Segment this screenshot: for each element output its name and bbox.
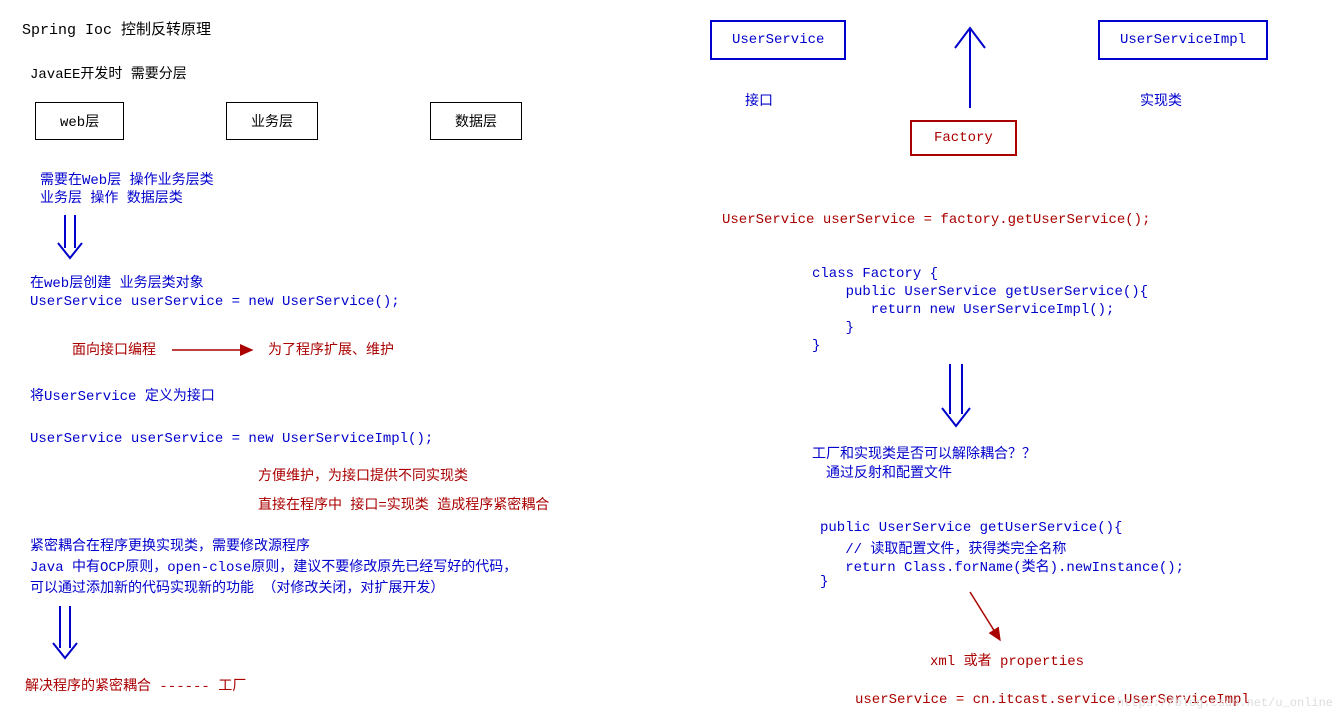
need-operate-l1: 需要在Web层 操作业务层类 xyxy=(40,172,214,191)
page-title: Spring Ioc 控制反转原理 xyxy=(22,18,211,39)
watermark: https://blog.csdn.net/u_online xyxy=(1117,696,1333,710)
box-userservice: UserService xyxy=(710,20,846,60)
iface-reason: 为了程序扩展、维护 xyxy=(268,342,394,361)
maintain-advantage: 方便维护，为接口提供不同实现类 xyxy=(258,468,468,487)
class-factory-l5: } xyxy=(812,338,820,354)
decouple-answer: 通过反射和配置文件 xyxy=(812,465,952,484)
define-interface: 将UserService 定义为接口 xyxy=(30,388,215,407)
reflect-l4: } xyxy=(820,574,828,590)
reflect-l3: return Class.forName(类名).newInstance(); xyxy=(820,556,1184,576)
tight-l1: 紧密耦合在程序更换实现类，需要修改源程序 xyxy=(30,538,310,557)
box-data-layer: 数据层 xyxy=(430,102,522,140)
need-operate-l2: 业务层 操作 数据层类 xyxy=(40,190,183,209)
class-factory-l4: } xyxy=(812,320,854,336)
reflect-l2: // 读取配置文件，获得类完全名称 xyxy=(820,538,1066,558)
factory-get-code: UserService userService = factory.getUse… xyxy=(722,212,1150,228)
box-service-layer: 业务层 xyxy=(226,102,318,140)
box-factory: Factory xyxy=(910,120,1017,156)
solution-factory: 解决程序的紧密耦合 ------ 工厂 xyxy=(25,678,246,697)
class-factory-l3: return new UserServiceImpl(); xyxy=(812,302,1114,318)
tight-l3: 可以通过添加新的代码实现新的功能 （对修改关闭，对扩展开发） xyxy=(30,580,444,599)
diagram-canvas: Spring Ioc 控制反转原理 JavaEE开发时 需要分层 web层 业务… xyxy=(0,0,1343,715)
code-new-impl: UserService userService = new UserServic… xyxy=(30,430,433,449)
class-factory-l2: public UserService getUserService(){ xyxy=(812,284,1148,300)
label-interface: 接口 xyxy=(745,90,773,110)
box-userserviceimpl: UserServiceImpl xyxy=(1098,20,1268,60)
label-impl-class: 实现类 xyxy=(1140,90,1182,110)
decouple-question: 工厂和实现类是否可以解除耦合？？ xyxy=(812,446,1036,465)
class-factory-l1: class Factory { xyxy=(812,266,938,282)
tight-l2: Java 中有OCP原则，open-close原则，建议不要修改原先已经写好的代… xyxy=(30,559,517,578)
iface-programming: 面向接口编程 xyxy=(72,342,156,361)
create-in-web: 在web层创建 业务层类对象 xyxy=(30,275,204,294)
code-new-userservice: UserService userService = new UserServic… xyxy=(30,293,400,312)
reflect-l1: public UserService getUserService(){ xyxy=(820,520,1122,536)
tight-coupling-problem: 直接在程序中 接口=实现类 造成程序紧密耦合 xyxy=(258,497,549,516)
box-web-layer: web层 xyxy=(35,102,124,140)
xml-properties: xml 或者 properties xyxy=(930,650,1084,670)
layering-heading: JavaEE开发时 需要分层 xyxy=(30,63,187,83)
